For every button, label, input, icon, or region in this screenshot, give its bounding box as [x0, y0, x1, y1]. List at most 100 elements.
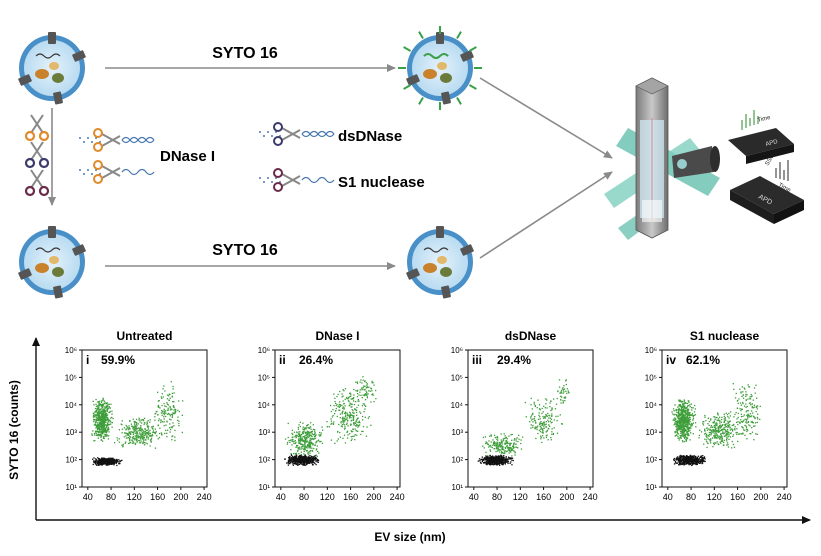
data-point: [99, 414, 100, 415]
data-point: [718, 418, 719, 419]
data-point: [147, 430, 148, 431]
data-point: [145, 433, 146, 434]
data-point: [736, 422, 737, 423]
data-point: [725, 419, 726, 420]
data-point: [296, 455, 297, 456]
data-point: [711, 430, 712, 431]
data-point: [97, 407, 98, 408]
data-point: [296, 431, 297, 432]
data-point: [718, 426, 719, 427]
data-point: [479, 460, 480, 461]
data-point: [363, 387, 364, 388]
data-point: [352, 431, 353, 432]
data-point: [508, 436, 509, 437]
data-point: [341, 421, 342, 422]
data-point: [357, 393, 358, 394]
data-point: [164, 421, 165, 422]
data-point: [172, 386, 173, 387]
data-point: [134, 431, 135, 432]
data-point: [346, 398, 347, 399]
data-point: [133, 436, 134, 437]
data-point: [714, 436, 715, 437]
data-point: [689, 412, 690, 413]
data-point: [148, 432, 149, 433]
data-point: [356, 412, 357, 413]
data-point: [353, 420, 354, 421]
data-point: [350, 403, 351, 404]
data-point: [737, 424, 738, 425]
data-point: [101, 402, 102, 403]
data-point: [748, 415, 749, 416]
data-point: [173, 425, 174, 426]
data-point: [307, 437, 308, 438]
data-point: [675, 431, 676, 432]
data-point: [716, 431, 717, 432]
data-point: [318, 440, 319, 441]
data-point: [723, 444, 724, 445]
data-point: [507, 462, 508, 463]
data-point: [708, 438, 709, 439]
data-point: [356, 421, 357, 422]
data-point: [133, 434, 134, 435]
data-point: [162, 388, 163, 389]
data-point: [174, 409, 175, 410]
data-point: [126, 437, 127, 438]
data-point: [142, 443, 143, 444]
data-point: [311, 448, 312, 449]
data-point: [350, 415, 351, 416]
data-point: [294, 462, 295, 463]
data-point: [105, 413, 106, 414]
data-point: [300, 426, 301, 427]
data-point: [298, 458, 299, 459]
data-point: [563, 402, 564, 403]
data-point: [360, 395, 361, 396]
data-point: [529, 421, 530, 422]
data-point: [363, 403, 364, 404]
data-point: [307, 450, 308, 451]
data-point: [347, 434, 348, 435]
data-point: [295, 435, 296, 436]
data-point: [546, 399, 547, 400]
data-point: [338, 438, 339, 439]
data-point: [678, 411, 679, 412]
ev-stained-top: [398, 26, 482, 110]
y-tick-label: 10²: [258, 456, 270, 465]
data-point: [541, 437, 542, 438]
data-point: [724, 440, 725, 441]
data-point: [300, 462, 301, 463]
data-point: [546, 407, 547, 408]
data-point: [366, 394, 367, 395]
data-point: [314, 429, 315, 430]
data-point: [105, 406, 106, 407]
data-point: [317, 459, 318, 460]
data-point: [104, 403, 105, 404]
data-point: [310, 426, 311, 427]
data-point: [744, 406, 745, 407]
data-point: [490, 445, 491, 446]
data-point: [692, 420, 693, 421]
data-point: [124, 427, 125, 428]
data-point: [750, 398, 751, 399]
data-point: [724, 416, 725, 417]
data-point: [333, 421, 334, 422]
data-point: [136, 439, 137, 440]
data-point: [726, 413, 727, 414]
data-point: [745, 407, 746, 408]
data-point: [108, 427, 109, 428]
data-point: [134, 421, 135, 422]
data-point: [182, 432, 183, 433]
data-point: [683, 404, 684, 405]
data-point: [372, 381, 373, 382]
data-point: [310, 443, 311, 444]
data-point: [114, 459, 115, 460]
data-point: [301, 448, 302, 449]
data-point: [354, 408, 355, 409]
arrow-to-instrument-bottom: [480, 172, 612, 258]
data-point: [356, 435, 357, 436]
data-point: [742, 427, 743, 428]
data-point: [288, 460, 289, 461]
data-point: [307, 444, 308, 445]
data-point: [536, 429, 537, 430]
data-point: [141, 422, 142, 423]
